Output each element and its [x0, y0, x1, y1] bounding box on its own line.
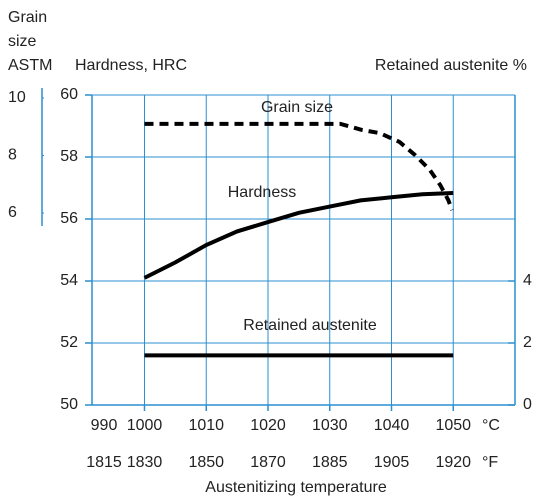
- series-label: Grain size: [261, 99, 333, 116]
- y-tick-label: 52: [60, 334, 78, 351]
- x2-tick-label: 1920: [435, 454, 471, 471]
- y3-label: size: [8, 33, 37, 50]
- x-tick-label: 1000: [127, 417, 163, 434]
- y3-tick-label: 8: [8, 147, 17, 164]
- y-tick-label: 56: [60, 210, 78, 227]
- y-tick-label: 60: [60, 86, 78, 103]
- x-tick-label: 990: [91, 417, 118, 434]
- y3-tick-label: 6: [8, 204, 17, 221]
- x-tick-label: 1050: [435, 417, 471, 434]
- y2-tick-label: 0: [523, 396, 532, 413]
- series-line: [143, 190, 454, 280]
- series-label: Hardness: [228, 184, 296, 201]
- x2-tick-label: 1905: [374, 454, 410, 471]
- x2-tick-label: 1830: [127, 454, 163, 471]
- y3-label: Grain: [8, 9, 47, 26]
- y-tick-label: 50: [60, 396, 78, 413]
- x2-tick-label: 1850: [188, 454, 224, 471]
- x-label: Austenitizing temperature: [205, 479, 387, 496]
- series-label: Retained austenite: [243, 317, 377, 334]
- x-tick-label: 1030: [312, 417, 348, 434]
- y3-label: ASTM: [8, 57, 52, 74]
- y2-tick-label: 2: [523, 334, 532, 351]
- y-tick-label: 54: [60, 272, 78, 289]
- y3-tick-label: 10: [8, 89, 26, 106]
- x-tick-label: 1020: [250, 417, 286, 434]
- x2-tick-label: 1885: [312, 454, 348, 471]
- y2-tick-label: 4: [523, 272, 532, 289]
- y-label: Hardness, HRC: [75, 57, 187, 74]
- x-unit: °C: [482, 417, 500, 434]
- x-tick-label: 1040: [374, 417, 410, 434]
- x2-tick-label: 1870: [250, 454, 286, 471]
- x-tick-label: 1010: [188, 417, 224, 434]
- y-tick-label: 58: [60, 148, 78, 165]
- y2-label: Retained austenite %: [375, 57, 527, 74]
- x2-unit: °F: [482, 454, 498, 471]
- x2-tick-label: 1815: [86, 454, 122, 471]
